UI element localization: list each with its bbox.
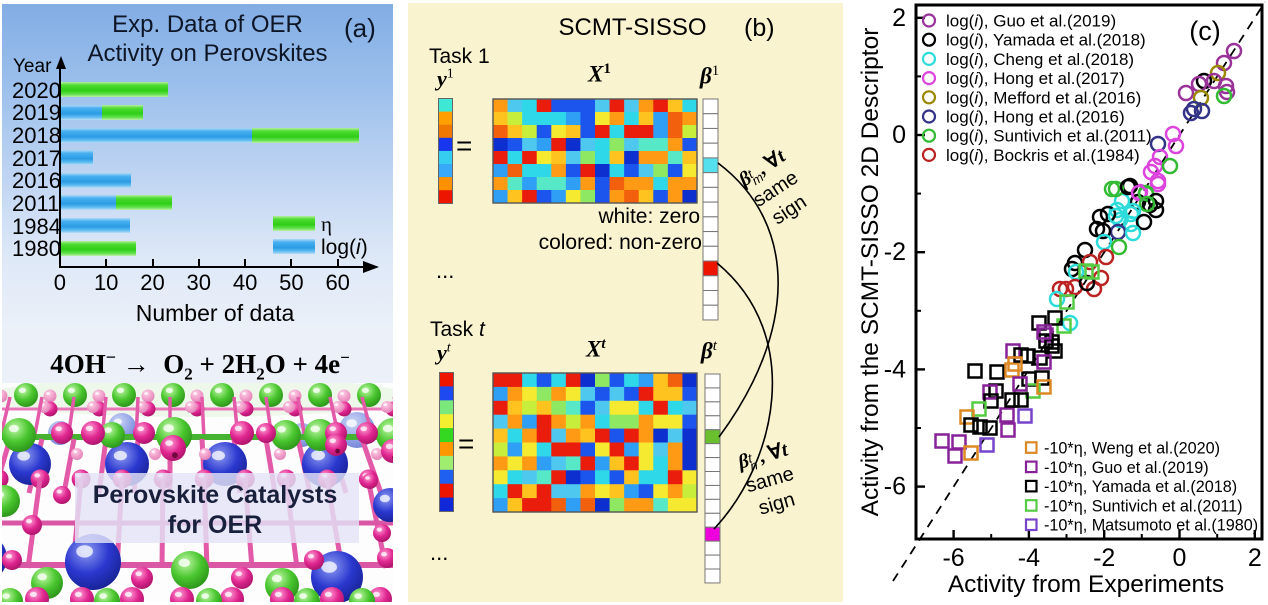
svg-text:-2: -2 [1093, 544, 1115, 572]
svg-text:0: 0 [1173, 544, 1187, 572]
svg-text:Activity from Experiments: Activity from Experiments [948, 571, 1224, 598]
svg-text:-4: -4 [884, 355, 906, 383]
svg-text:-10*η, Matsumoto et al.(1980): -10*η, Matsumoto et al.(1980) [1044, 517, 1258, 535]
svg-text:2: 2 [892, 4, 906, 32]
svg-text:2: 2 [1248, 544, 1262, 572]
svg-text:log(i), Suntivich et al.(2011): log(i), Suntivich et al.(2011) [946, 127, 1152, 146]
svg-text:log(i), Bockris et al.(1984): log(i), Bockris et al.(1984) [946, 146, 1140, 165]
svg-text:-6: -6 [884, 473, 906, 501]
svg-text:log(i), Mefford et al.(2016): log(i), Mefford et al.(2016) [946, 88, 1141, 107]
svg-text:log(i), Yamada et al.(2018): log(i), Yamada et al.(2018) [946, 31, 1146, 50]
svg-text:0: 0 [892, 121, 906, 149]
svg-text:-10*η, Guo et al.(2019): -10*η, Guo et al.(2019) [1044, 459, 1209, 477]
svg-text:Activity from the SCMT-SISSO 2: Activity from the SCMT-SISSO 2D Descript… [857, 28, 884, 517]
svg-text:-10*η, Weng et al.(2020): -10*η, Weng et al.(2020) [1044, 440, 1220, 458]
svg-text:log(i), Hong et al.(2017): log(i), Hong et al.(2017) [946, 69, 1125, 88]
svg-text:log(i), Guo et al.(2019): log(i), Guo et al.(2019) [946, 12, 1116, 31]
svg-text:-4: -4 [1018, 544, 1040, 572]
svg-text:log(i), Cheng et al.(2018): log(i), Cheng et al.(2018) [946, 50, 1134, 69]
svg-text:(c): (c) [1189, 16, 1220, 46]
svg-text:-6: -6 [942, 544, 964, 572]
svg-text:-2: -2 [884, 238, 906, 266]
svg-text:log(i), Hong et al.(2016): log(i), Hong et al.(2016) [946, 108, 1125, 127]
svg-text:-10*η, Yamada et al.(2018): -10*η, Yamada et al.(2018) [1044, 478, 1237, 496]
svg-text:-10*η, Suntivich et al.(2011): -10*η, Suntivich et al.(2011) [1044, 497, 1243, 515]
